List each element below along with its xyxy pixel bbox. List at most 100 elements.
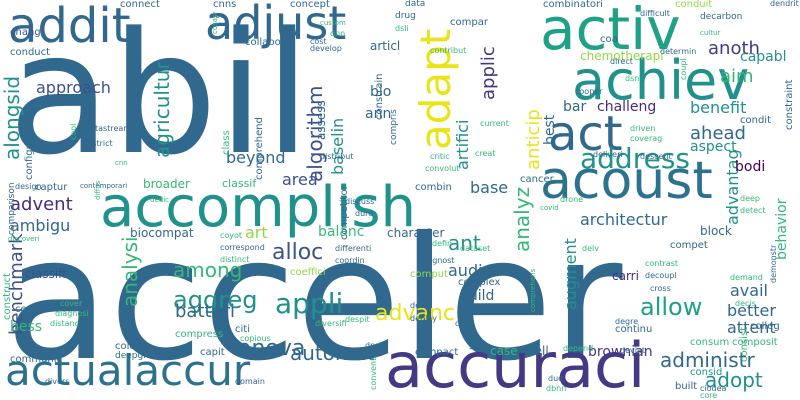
word-due: due [548, 374, 564, 383]
word-dna: dna [365, 341, 381, 350]
word-develop: develop [310, 44, 342, 53]
word-brownian: brownian [588, 344, 653, 360]
word-compar: compar [450, 17, 488, 28]
word-combin: combin [415, 182, 452, 193]
word-custom: custom [320, 19, 346, 27]
word-avail: avail [730, 281, 768, 300]
word-decarbon: decarbon [700, 12, 743, 22]
word-colleg: colleg [750, 321, 780, 332]
word-diagnost: diagnost [420, 256, 455, 265]
word-class: class [221, 130, 232, 155]
word-augment: augment [561, 238, 580, 310]
word-approach: approach [36, 78, 111, 97]
word-concept: concept [290, 0, 330, 10]
word-dedic: dedic [150, 196, 169, 204]
word-block: block [700, 224, 732, 238]
word-dendrit: dendrit [770, 0, 799, 8]
word-achiev: achiev [572, 49, 750, 112]
word-comprehend: comprehend [254, 117, 265, 180]
word-acceler: acceler [5, 201, 623, 399]
word-comput: comput [410, 269, 448, 280]
word-capit: capit [200, 347, 225, 358]
word-district: district [85, 139, 113, 148]
word-aspect: aspect [690, 139, 737, 155]
word-configur: configur [24, 138, 35, 180]
word-coverag: coverag [630, 134, 663, 143]
word-delv: delv [582, 244, 599, 253]
word-bess: bess [10, 319, 43, 335]
word-challeng: challeng [597, 99, 657, 115]
word-area: area [282, 170, 318, 189]
word-doe: doe [210, 11, 225, 20]
word-critic: critic [430, 152, 450, 161]
word-dbnn: dbnn [546, 384, 567, 393]
word-adopt: adopt [705, 368, 763, 392]
word-diagnosi: diagnosi [55, 309, 89, 318]
word-coloni: coloni [115, 341, 145, 352]
word-balanc: balanc [318, 224, 365, 240]
word-dsli: dsli [395, 24, 409, 33]
word-aggreg: aggreg [173, 286, 258, 314]
word-discuss: discuss [345, 197, 375, 206]
word-distribut: distribut [320, 152, 354, 161]
word-accuraci: accuraci [385, 329, 646, 400]
word-broader: broader [143, 177, 190, 191]
word-dataset: dataset [460, 244, 491, 253]
word-dnn: dnn [330, 29, 346, 38]
word-character: character [387, 226, 445, 240]
word-best: best [542, 114, 558, 145]
word-biocompat: biocompat [130, 226, 194, 240]
word-captur: captur [35, 182, 68, 193]
word-bodi: bodi [735, 159, 766, 175]
word-detect: detect [740, 206, 766, 215]
word-cooper: cooper [575, 87, 603, 96]
word-classif: classif [222, 177, 257, 190]
word-audio: audio [448, 261, 493, 280]
word-dure: dure [355, 209, 374, 218]
word-administr: administr [660, 348, 755, 372]
word-divid: divid [455, 319, 475, 328]
word-decis: decis [735, 299, 756, 308]
word-alloc: alloc [272, 240, 324, 265]
word-applic: applic [478, 46, 499, 100]
word-condit: condit [740, 115, 772, 126]
word-cost: cost [310, 37, 327, 46]
word-articl: articl [370, 39, 401, 53]
word-consid: consid [690, 367, 723, 378]
word-deviat: deviat [620, 346, 645, 355]
word-beyond: beyond [226, 148, 286, 167]
word-carri: carri [612, 269, 639, 283]
word-compet: compet [670, 240, 708, 251]
word-coeffici: coeffici [290, 267, 326, 278]
word-compact: compact [415, 347, 459, 358]
word-base: base [470, 178, 509, 197]
word-deepglob: deepglob [115, 351, 157, 361]
word-dead: dead [410, 301, 430, 310]
word-addit: addit [8, 0, 131, 54]
word-artifici: artifici [453, 119, 472, 170]
word-demand: demand [730, 273, 763, 282]
word-capabl: capabl [740, 49, 787, 65]
word-correspond: correspond [220, 243, 265, 252]
word-cosas: cosas [211, 14, 219, 34]
word-adjust: adjust [205, 0, 347, 50]
word-deploy: deploy [410, 314, 437, 323]
word-attent: attent [727, 318, 776, 337]
word-degre: degre [615, 317, 639, 326]
word-constrain: constrain [374, 73, 385, 120]
word-cancer: cancer [520, 174, 554, 185]
word-build: build [460, 288, 495, 304]
word-appli: appli [275, 287, 344, 320]
word-coa: coa [600, 34, 618, 45]
word-combinatori: combinatori [543, 0, 603, 10]
word-ambigu: ambigu [10, 216, 71, 235]
word-contribut: contribut [430, 46, 467, 55]
word-better: better [727, 301, 776, 320]
word-advent: advent [10, 194, 73, 215]
word-current: current [480, 119, 509, 128]
word-baselin: baselin [328, 117, 347, 175]
word-chemotherapi: chemotherapi [580, 49, 664, 63]
word-automat: automat [290, 341, 375, 365]
word-art: art [245, 223, 268, 242]
